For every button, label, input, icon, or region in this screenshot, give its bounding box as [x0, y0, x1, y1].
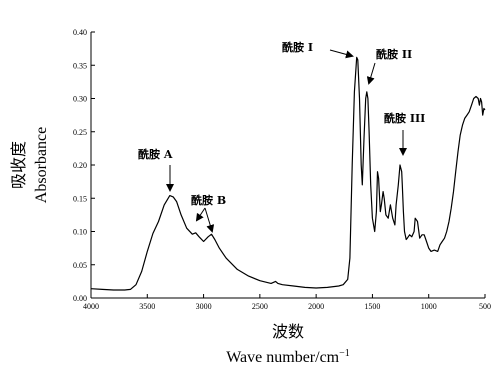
x-tick-label: 1500 — [364, 302, 380, 311]
x-axis-label-superscript: −1 — [339, 348, 350, 359]
peak-annotation-label: 酰胺 II — [376, 47, 412, 61]
y-axis-label-english: Absorbance — [33, 127, 50, 203]
peak-annotation-arrow — [329, 49, 354, 59]
y-tick-label: 0.20 — [73, 161, 87, 170]
peak-annotation-arrow — [204, 207, 215, 233]
y-tick-label: 0.35 — [73, 61, 87, 70]
axis-ticks: 4000 3500 3000 2500 2000 1500 1000 500 0.00 0.05 0… — [73, 28, 491, 311]
peak-annotations: 酰胺 A 酰胺 B 酰胺 I 酰胺 II 酰胺 III — [138, 40, 425, 233]
spectrum-line — [90, 56, 486, 291]
y-tick-label: 0.00 — [73, 294, 87, 303]
x-tick-label: 2000 — [308, 302, 324, 311]
x-tick-label: 3000 — [196, 302, 212, 311]
y-tick-label: 0.40 — [73, 28, 87, 37]
x-tick-label: 1000 — [421, 302, 437, 311]
y-tick-label: 0.15 — [73, 194, 87, 203]
x-axis-label-english-main: Wave number/cm — [226, 349, 339, 366]
y-tick-label: 0.25 — [73, 128, 87, 137]
peak-annotation-label: 酰胺 A — [138, 147, 173, 161]
peak-annotation-label: 酰胺 I — [282, 40, 313, 54]
plot-frame — [90, 32, 485, 299]
peak-annotation-label: 酰胺 III — [384, 111, 425, 125]
x-tick-label: 3500 — [139, 302, 155, 311]
x-tick-label: 500 — [479, 302, 491, 311]
x-tick-label: 4000 — [83, 302, 99, 311]
y-tick-label: 0.10 — [73, 228, 87, 237]
x-tick-label: 2500 — [252, 302, 268, 311]
y-tick-label: 0.05 — [73, 261, 87, 270]
y-tick-label: 0.30 — [73, 95, 87, 104]
peak-annotation-label: 酰胺 B — [191, 193, 226, 207]
x-axis-label-english: Wave number/cm−1 — [226, 348, 350, 366]
peak-annotation-arrow — [366, 62, 376, 85]
x-axis-label-chinese: 波数 — [272, 322, 304, 341]
spectrum-series — [90, 56, 486, 291]
y-axis-label-chinese: 吸收度 — [9, 141, 28, 189]
peak-annotation-arrow — [195, 207, 206, 222]
